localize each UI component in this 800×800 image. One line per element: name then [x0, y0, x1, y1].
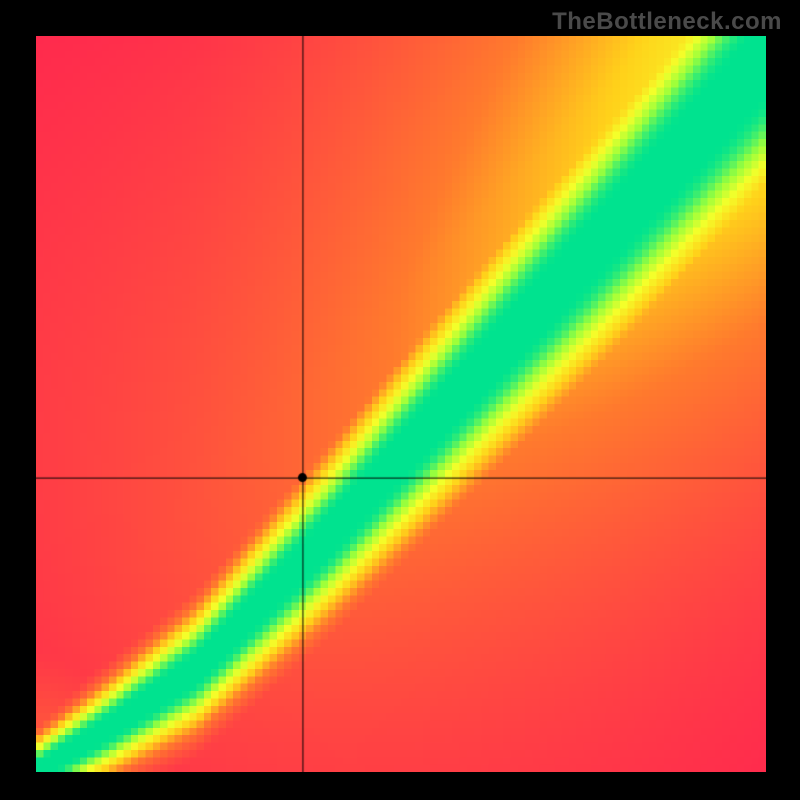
chart-container: TheBottleneck.com	[0, 0, 800, 800]
heatmap-canvas	[36, 36, 766, 772]
watermark-text: TheBottleneck.com	[552, 8, 782, 36]
